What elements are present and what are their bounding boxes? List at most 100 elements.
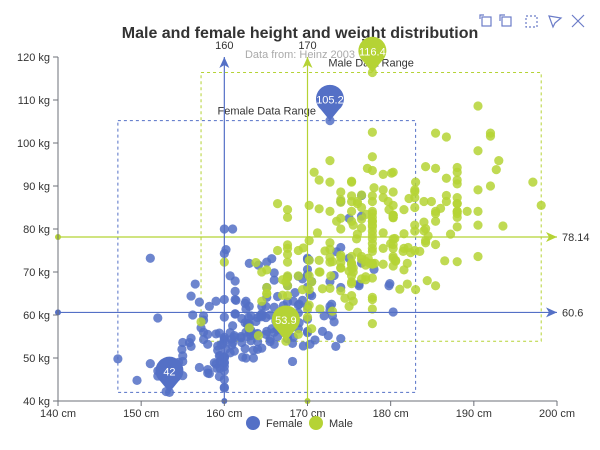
data-point-male <box>351 234 362 244</box>
data-point-female <box>305 339 315 349</box>
data-point-female <box>230 294 240 305</box>
data-point-male <box>410 245 420 256</box>
data-point-male <box>336 213 346 223</box>
legend-item-female[interactable]: Female <box>246 416 303 430</box>
data-point-female <box>248 353 259 363</box>
data-point-male <box>367 165 377 176</box>
mark-point-pin <box>315 84 344 121</box>
data-point-male <box>441 132 451 142</box>
y-tick-label: 80 kg <box>23 224 50 236</box>
data-point-male <box>452 162 462 173</box>
data-point-female <box>132 375 142 385</box>
data-point-male <box>346 291 357 301</box>
lasso-select-icon[interactable] <box>548 15 563 29</box>
data-point-female <box>227 340 237 350</box>
data-point-male <box>494 156 504 166</box>
mark-line-female-arrow <box>219 57 230 68</box>
mark-point-pin <box>155 356 184 393</box>
data-point-male <box>304 300 314 310</box>
data-point-female <box>241 304 251 314</box>
mark-point-male: 116.4 <box>358 36 387 73</box>
data-point-male <box>244 323 254 333</box>
data-point-male <box>430 163 441 173</box>
data-point-female <box>186 333 196 343</box>
zoom-icon[interactable] <box>479 14 492 27</box>
x-tick-label: 180 cm <box>373 408 409 420</box>
data-point-male <box>422 276 432 286</box>
data-point-male <box>378 228 388 238</box>
data-point-male <box>367 191 377 201</box>
data-point-male <box>336 250 346 260</box>
data-point-male <box>336 224 346 234</box>
data-point-male <box>411 177 421 187</box>
data-point-female <box>209 358 219 368</box>
data-point-male <box>473 251 483 262</box>
data-point-female <box>178 337 188 348</box>
data-point-male <box>430 128 441 138</box>
data-point-male <box>452 199 462 209</box>
zoom-reset-icon[interactable] <box>499 14 512 27</box>
data-point-male <box>369 183 379 193</box>
data-point-female <box>228 321 238 331</box>
data-point-male <box>346 279 357 289</box>
data-point-male <box>536 200 546 210</box>
mark-point-pin <box>271 305 300 342</box>
data-point-female <box>237 313 247 324</box>
data-point-male <box>297 285 308 295</box>
data-point-female <box>194 362 204 373</box>
legend-label-female: Female <box>266 418 303 430</box>
data-point-male <box>336 187 346 197</box>
mark-line-male-arrow <box>302 57 313 68</box>
data-point-male <box>262 282 272 293</box>
lasso-select-icon-shape <box>548 15 563 29</box>
data-point-male <box>378 193 388 203</box>
data-point-female <box>211 296 221 306</box>
y-tick-label: 100 kg <box>17 138 50 150</box>
clear-select-icon[interactable] <box>571 14 585 28</box>
data-point-female <box>384 281 394 291</box>
mark-line-female-label: 160 <box>215 40 233 52</box>
data-point-male <box>315 304 325 314</box>
data-point-female <box>230 286 240 296</box>
data-point-male <box>426 196 437 207</box>
data-point-female <box>225 271 235 281</box>
data-point-male <box>420 223 431 234</box>
data-point-male <box>441 173 451 183</box>
y-tick-label: 90 kg <box>23 181 50 193</box>
data-point-male <box>367 206 377 216</box>
data-point-female <box>204 301 214 311</box>
data-point-male <box>282 240 293 250</box>
data-point-male <box>378 169 388 179</box>
data-point-male <box>367 222 377 232</box>
rect-select-icon[interactable] <box>525 15 538 28</box>
chart-title: Male and female height and weight distri… <box>122 25 478 42</box>
data-point-male <box>196 317 206 327</box>
data-point-male <box>452 222 462 232</box>
data-point-male <box>367 319 377 329</box>
y-tick-label: 110 kg <box>18 95 50 107</box>
data-point-male <box>325 206 335 216</box>
legend: Female Male <box>246 416 353 430</box>
rect-select-icon-shape <box>525 15 538 28</box>
data-point-male <box>312 228 323 238</box>
data-point-male <box>410 193 420 203</box>
axes: 140 cm 150 cm 160 cm 170 cm 180 cm 190 cm 200 … <box>17 52 575 420</box>
mark-point-label: 53.9 <box>275 315 296 327</box>
data-point-female <box>188 310 198 320</box>
data-point-male <box>473 101 483 111</box>
data-point-male <box>485 181 496 191</box>
data-point-male <box>388 243 398 253</box>
data-point-male <box>336 286 346 296</box>
data-point-female <box>261 329 271 339</box>
data-point-male <box>272 245 283 256</box>
data-point-female <box>194 297 204 307</box>
data-point-male <box>346 176 357 186</box>
data-point-male <box>262 265 272 275</box>
data-point-female <box>269 275 279 285</box>
data-point-male <box>473 146 483 156</box>
data-point-female <box>214 328 224 338</box>
data-point-male <box>282 212 293 222</box>
legend-item-male[interactable]: Male <box>309 416 353 430</box>
data-point-male <box>257 296 267 306</box>
data-point-female <box>317 326 328 336</box>
